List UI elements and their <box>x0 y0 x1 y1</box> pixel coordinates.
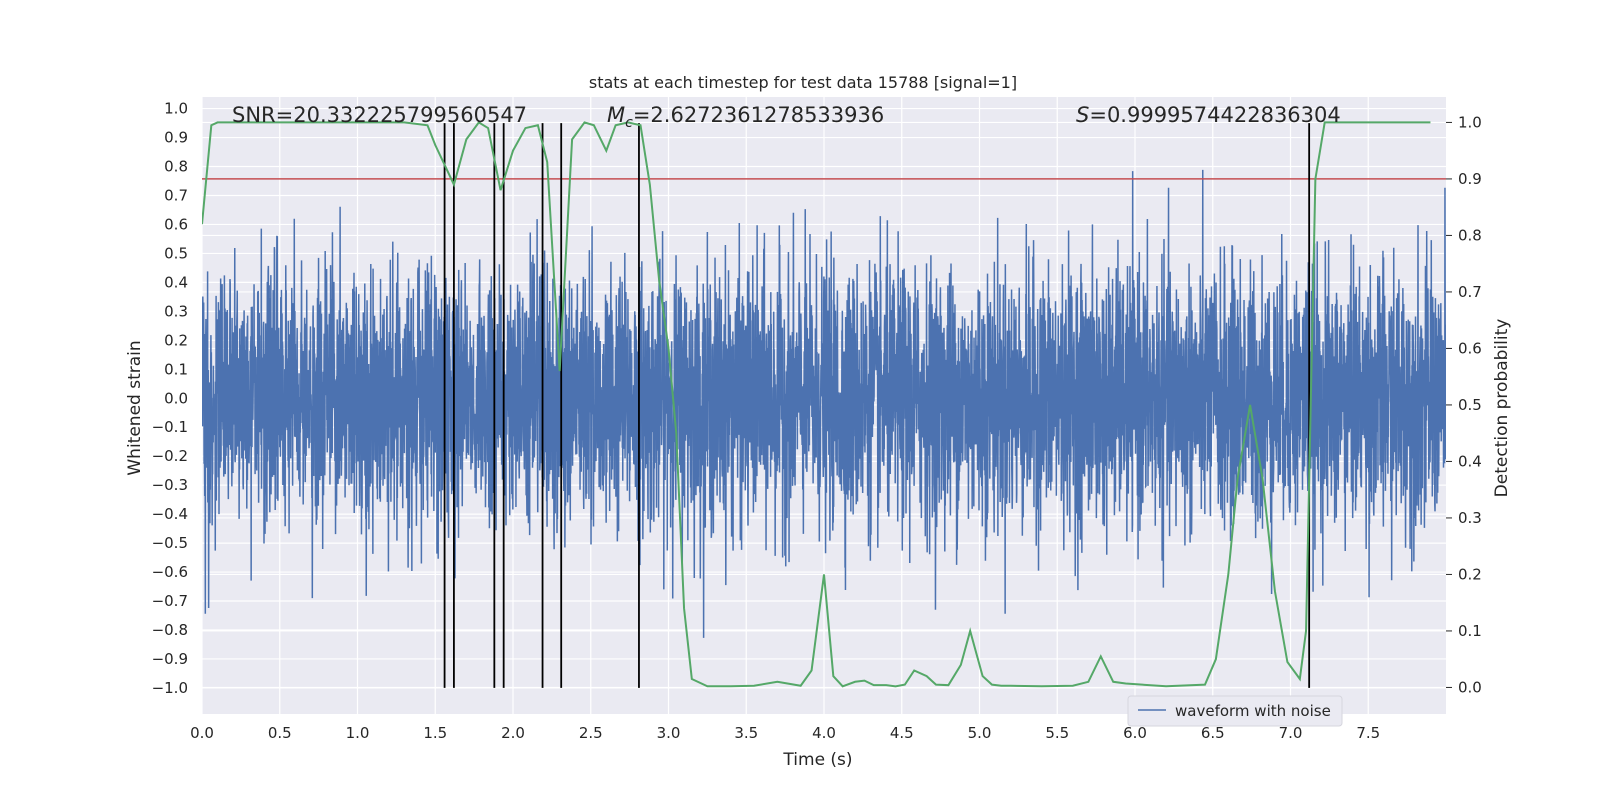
y-axis-left: 1.0 0.9 0.8 0.7 0.6 0.5 0.4 0.3 0.2 0.1 0.0 −0.1 −0.… <box>152 100 188 697</box>
y-axis-right: 1.0 0.9 0.8 0.7 0.6 0.5 0.4 0.3 0.2 0.1 0.0 <box>1446 113 1482 696</box>
snr-annotation: SNR=20.332225799560547 <box>232 103 527 127</box>
x-tick-label: 6.5 <box>1201 724 1225 742</box>
y-left-tick-label: 1.0 <box>164 100 188 118</box>
y-left-tick-label: 0.2 <box>164 331 188 349</box>
x-tick-label: 7.0 <box>1279 724 1303 742</box>
y-left-tick-label: −0.3 <box>152 476 188 494</box>
chart-title: stats at each timestep for test data 157… <box>589 73 1017 92</box>
x-tick-label: 4.0 <box>812 724 836 742</box>
y-right-tick-label: 0.0 <box>1458 678 1482 696</box>
legend-box <box>1127 695 1343 727</box>
y-right-tick-label: 0.5 <box>1458 396 1482 414</box>
y-left-tick-label: 0.9 <box>164 129 188 147</box>
y-left-tick-label: −0.6 <box>152 563 188 581</box>
y-left-tick-label: 0.8 <box>164 158 188 176</box>
x-tick-label: 4.5 <box>890 724 914 742</box>
chirp-mass-symbol: M <box>607 103 625 127</box>
y-left-tick-label: 0.5 <box>164 244 188 262</box>
chirp-mass-subscript: c <box>625 115 633 131</box>
x-tick-label: 6.0 <box>1123 724 1147 742</box>
s-annotation: S=0.9999574422836304 <box>1076 103 1341 127</box>
x-tick-label: 0.5 <box>268 724 292 742</box>
x-tick-label: 5.0 <box>968 724 992 742</box>
y-axis-left-label: Whitened strain <box>125 340 145 475</box>
s-value: =0.9999574422836304 <box>1089 103 1340 127</box>
y-left-tick-label: −0.2 <box>152 447 188 465</box>
y-right-tick-label: 0.4 <box>1458 452 1482 470</box>
y-left-tick-label: 0.1 <box>164 360 188 378</box>
y-right-tick-label: 0.6 <box>1458 339 1482 357</box>
y-left-tick-label: −0.1 <box>152 418 188 436</box>
y-left-tick-label: 0.7 <box>164 186 188 204</box>
y-right-tick-label: 0.7 <box>1458 283 1482 301</box>
x-axis: 0.0 0.5 1.0 1.5 2.0 2.5 3.0 3.5 4.0 4.5 5.0 5.5 6.0 6… <box>190 724 1380 742</box>
y-right-tick-label: 0.3 <box>1458 509 1482 527</box>
y-left-tick-label: −0.8 <box>152 621 188 639</box>
x-tick-label: 3.5 <box>734 724 758 742</box>
y-right-tick-label: 0.9 <box>1458 170 1482 188</box>
x-tick-label: 5.5 <box>1045 724 1069 742</box>
x-tick-label: 0.0 <box>190 724 214 742</box>
x-tick-label: 2.0 <box>501 724 525 742</box>
y-right-tick-label: 0.1 <box>1458 622 1482 640</box>
x-tick-label: 1.5 <box>423 724 447 742</box>
x-tick-label: 1.0 <box>346 724 370 742</box>
y-left-tick-label: −0.5 <box>152 534 188 552</box>
legend: waveform with noise <box>1127 695 1343 727</box>
x-tick-label: 7.5 <box>1356 724 1380 742</box>
detection-markers <box>443 123 1311 688</box>
y-left-tick-label: 0.3 <box>164 302 188 320</box>
y-right-tick-label: 1.0 <box>1458 113 1482 131</box>
y-left-tick-label: −0.4 <box>152 505 188 523</box>
chirp-mass-annotation: Mc=2.6272361278533936 <box>607 103 884 131</box>
x-tick-label: 2.5 <box>579 724 603 742</box>
y-axis-right-label: Detection probability <box>1492 319 1512 498</box>
legend-label: waveform with noise <box>1175 702 1331 720</box>
x-tick-label: 3.0 <box>657 724 681 742</box>
y-left-tick-label: −0.7 <box>152 592 188 610</box>
s-symbol: S <box>1076 103 1089 127</box>
y-left-tick-label: −1.0 <box>152 679 188 697</box>
y-left-tick-label: 0.6 <box>164 215 188 233</box>
detection-probability-line <box>202 121 1431 688</box>
x-axis-label: Time (s) <box>782 750 852 770</box>
chirp-mass-value: =2.6272361278533936 <box>633 103 884 127</box>
y-left-tick-label: 0.0 <box>164 389 188 407</box>
y-left-tick-label: 0.4 <box>164 273 188 291</box>
y-right-tick-label: 0.2 <box>1458 565 1482 583</box>
y-left-tick-label: −0.9 <box>152 650 188 668</box>
data-layer <box>202 121 1446 688</box>
y-right-tick-label: 0.8 <box>1458 226 1482 244</box>
